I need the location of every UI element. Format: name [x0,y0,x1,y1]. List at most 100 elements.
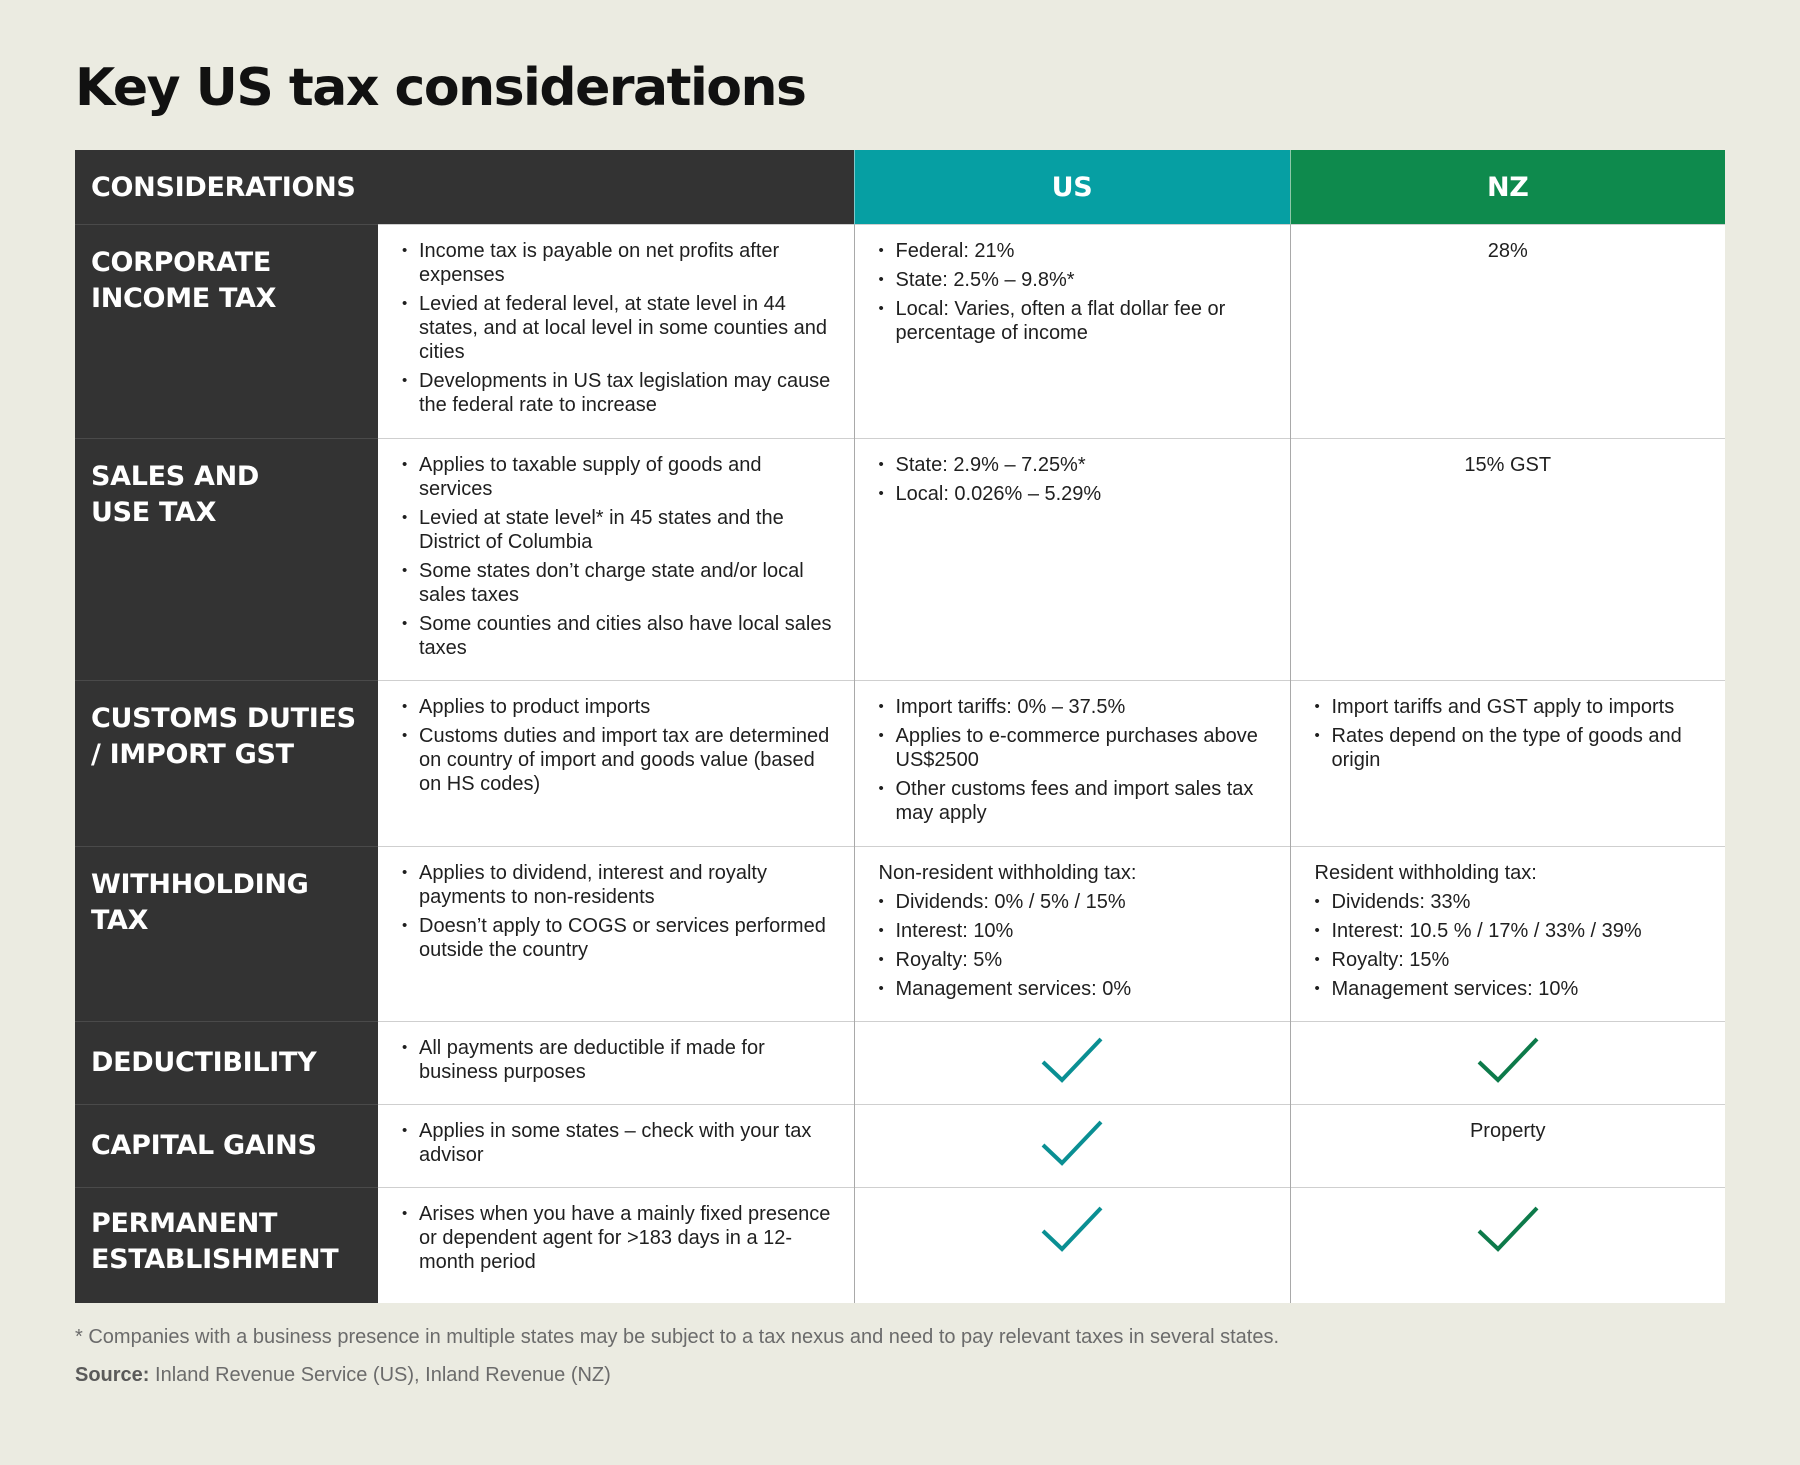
list-item: State: 2.5% – 9.8%* [879,268,1276,292]
page-title: Key US tax considerations [75,58,807,118]
list-item: Developments in US tax legislation may c… [402,369,840,417]
table-row: CAPITAL GAINS Applies in some states – c… [75,1104,1725,1188]
nz-cell: Property [1289,1104,1725,1188]
list-item: Other customs fees and import sales tax … [879,777,1276,825]
list-item: Management services: 0% [879,977,1276,1001]
table-header-row: CONSIDERATIONS US NZ [75,150,1725,225]
list-item: Royalty: 15% [1315,948,1712,972]
considerations-cell: Income tax is payable on net profits aft… [378,224,854,439]
considerations-cell: Applies to product imports Customs dutie… [378,680,854,847]
nz-value: 28% [1487,240,1528,262]
table-row: WITHHOLDING TAX Applies to dividend, inte… [75,846,1725,1022]
row-label: PERMANENT ESTABLISHMENT [75,1187,378,1303]
footnote: * Companies with a business presence in … [75,1326,1279,1348]
list-item: Arises when you have a mainly fixed pres… [402,1202,840,1274]
us-cell: Import tariffs: 0% – 37.5% Applies to e-… [853,680,1290,847]
nz-value: 15% GST [1464,454,1552,476]
list-item: Levied at state level* in 45 states and … [402,506,840,554]
us-cell [853,1187,1290,1303]
row-label-line: WITHHOLDING [91,869,309,900]
row-label: CORPORATE INCOME TAX [75,224,378,439]
considerations-cell: Applies to dividend, interest and royalt… [378,846,854,1022]
row-label-line: INCOME TAX [91,283,277,314]
list-item: Royalty: 5% [879,948,1276,972]
row-label-line: CORPORATE [91,247,272,278]
list-item: Import tariffs: 0% – 37.5% [879,695,1276,719]
check-icon [1041,1206,1103,1252]
nz-cell: Import tariffs and GST apply to imports … [1289,680,1725,847]
row-label-line: CUSTOMS DUTIES [91,703,356,734]
nz-cell: 28% [1289,224,1725,439]
list-item: Management services: 10% [1315,977,1712,1001]
source-line: Source: Inland Revenue Service (US), Inl… [75,1364,611,1387]
list-item: Applies to product imports [402,695,840,719]
us-withholding-lead: Non-resident withholding tax: [878,862,1137,884]
list-item: Local: 0.026% – 5.29% [879,482,1276,506]
list-item: Rates depend on the type of goods and or… [1315,724,1712,772]
list-item: Applies in some states – check with your… [402,1119,840,1167]
list-item: Import tariffs and GST apply to imports [1315,695,1712,719]
list-item: Interest: 10% [879,919,1276,943]
list-item: Customs duties and import tax are determ… [402,724,840,796]
list-item: Interest: 10.5 % / 17% / 33% / 39% [1315,919,1712,943]
list-item: Some counties and cities also have local… [402,612,840,660]
nz-withholding-lead: Resident withholding tax: [1314,862,1537,884]
table-row: CORPORATE INCOME TAX Income tax is payabl… [75,224,1725,439]
table-row: PERMANENT ESTABLISHMENT Arises when you h… [75,1187,1725,1303]
us-cell: State: 2.9% – 7.25%* Local: 0.026% – 5.2… [853,438,1290,681]
check-icon [1041,1120,1103,1166]
us-cell [853,1021,1290,1105]
row-label-line: USE TAX [91,497,217,528]
row-label-line: SALES AND [91,461,260,492]
list-item: Levied at federal level, at state level … [402,292,840,364]
row-label-line: TAX [91,905,149,936]
row-label-line: CAPITAL GAINS [91,1130,317,1161]
row-label: CAPITAL GAINS [75,1104,378,1188]
us-cell: Federal: 21% State: 2.5% – 9.8%* Local: … [853,224,1290,439]
check-icon [1041,1037,1103,1083]
header-us: US [853,150,1290,225]
nz-cell: 15% GST [1289,438,1725,681]
header-nz: NZ [1289,150,1725,225]
source-text: Inland Revenue Service (US), Inland Reve… [149,1364,611,1386]
source-label: Source: [75,1364,150,1386]
nz-cell [1289,1021,1725,1105]
list-item: Federal: 21% [879,239,1276,263]
list-item: State: 2.9% – 7.25%* [879,453,1276,477]
considerations-cell: Applies in some states – check with your… [378,1104,854,1188]
row-label: WITHHOLDING TAX [75,846,378,1022]
list-item: All payments are deductible if made for … [402,1036,840,1084]
nz-cell: Resident withholding tax: Dividends: 33%… [1289,846,1725,1022]
list-item: Doesn’t apply to COGS or services perfor… [402,914,840,962]
list-item: Applies to taxable supply of goods and s… [402,453,840,501]
row-label: DEDUCTIBILITY [75,1021,378,1105]
list-item: Dividends: 0% / 5% / 15% [879,890,1276,914]
table-row: CUSTOMS DUTIES / IMPORT GST Applies to pr… [75,680,1725,847]
considerations-cell: Arises when you have a mainly fixed pres… [378,1187,854,1303]
us-cell: Non-resident withholding tax: Dividends:… [853,846,1290,1022]
list-item: Some states don’t charge state and/or lo… [402,559,840,607]
list-item: Income tax is payable on net profits aft… [402,239,840,287]
us-cell [853,1104,1290,1188]
check-icon [1477,1037,1539,1083]
row-label-line: DEDUCTIBILITY [91,1047,317,1078]
considerations-cell: Applies to taxable supply of goods and s… [378,438,854,681]
considerations-cell: All payments are deductible if made for … [378,1021,854,1105]
header-considerations: CONSIDERATIONS [75,150,854,225]
nz-cell [1289,1187,1725,1303]
tax-table: CONSIDERATIONS US NZ CORPORATE INCOME TAX… [75,150,1725,1303]
list-item: Applies to e-commerce purchases above US… [879,724,1276,772]
row-label: SALES AND USE TAX [75,438,378,681]
row-label-line: ESTABLISHMENT [91,1244,339,1275]
check-icon [1477,1206,1539,1252]
row-label-line: PERMANENT [91,1208,278,1239]
list-item: Local: Varies, often a flat dollar fee o… [879,297,1276,345]
row-label-line: / IMPORT GST [91,739,294,770]
list-item: Applies to dividend, interest and royalt… [402,861,840,909]
nz-value: Property [1469,1120,1546,1142]
table-row: SALES AND USE TAX Applies to taxable supp… [75,438,1725,681]
row-label: CUSTOMS DUTIES / IMPORT GST [75,680,378,847]
table-row: DEDUCTIBILITY All payments are deductibl… [75,1021,1725,1105]
list-item: Dividends: 33% [1315,890,1712,914]
